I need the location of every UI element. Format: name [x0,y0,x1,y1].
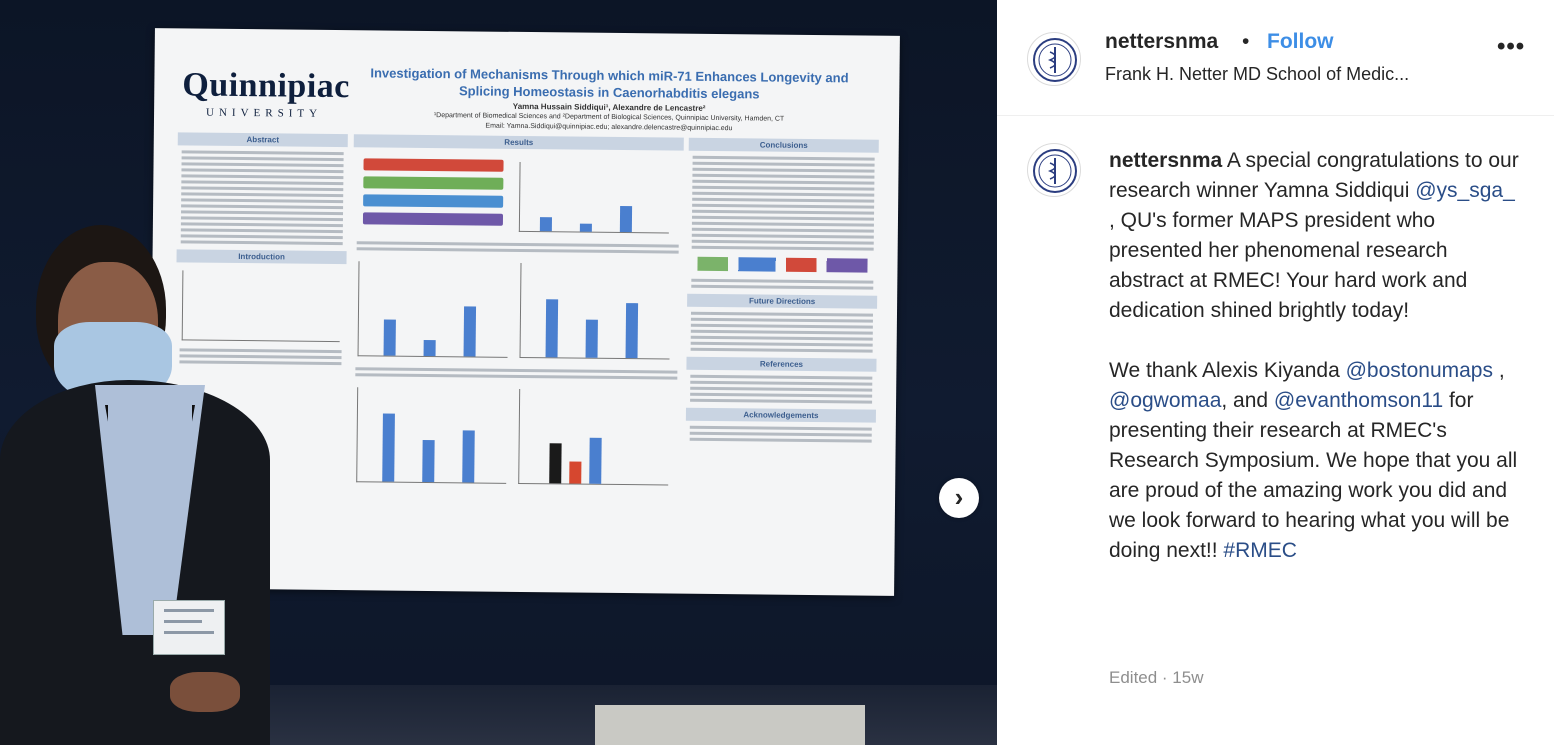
mention-link[interactable]: @bostonumaps [1345,359,1493,382]
results-chart-4 [356,387,508,484]
next-slide-button[interactable]: › [939,478,979,518]
follow-button[interactable]: Follow [1267,30,1334,53]
caption-username[interactable]: nettersnma [1109,149,1223,172]
section-acknowledgements: Acknowledgements [685,407,876,423]
avatar[interactable] [1027,32,1081,86]
mention-link[interactable]: @ys_sga_ [1415,179,1515,202]
separator-dot: • [1242,30,1250,53]
poster-column-1: Abstract Introduction [175,132,348,368]
poster-column-2: Results [350,134,684,493]
caption-text: , and [1221,389,1274,412]
post-header: nettersnma • Follow Frank H. Netter MD S… [997,0,1554,116]
poster-authors: Yamna Hussain Siddiqui¹, Alexandre de Le… [344,100,874,136]
mention-link[interactable]: @ogwomaa [1109,389,1222,412]
school-seal-icon [1033,149,1077,193]
caption-avatar[interactable] [1027,143,1081,197]
more-options-icon[interactable]: ••• [1497,33,1526,60]
section-future-directions: Future Directions [687,293,878,309]
caption-paragraph-1: nettersnma A special congratulations to … [1109,146,1519,326]
section-introduction: Introduction [176,249,347,265]
easel-stand [595,705,865,745]
chevron-right-icon: › [954,482,964,512]
caption-text: We thank Alexis Kiyanda [1109,359,1346,382]
results-chart-2 [357,261,509,358]
university-logo: Quinnipiac [182,66,351,106]
model-diagram [697,256,868,273]
hashtag-link[interactable]: #RMEC [1223,539,1297,562]
caption-text: , [1492,359,1505,382]
section-abstract: Abstract [177,132,348,148]
edited-timestamp: Edited · 15w [1109,668,1204,687]
poster-title: Investigation of Mechanisms Through whic… [370,65,849,102]
post-sidebar: nettersnma • Follow Frank H. Netter MD S… [997,0,1554,745]
account-full-name: Frank H. Netter MD School of Medic... [1105,64,1410,84]
section-results: Results [353,134,684,151]
school-seal-icon [1033,38,1077,82]
post-photo: Quinnipiac UNIVERSITY Investigation of M… [0,0,997,745]
results-chart-3 [519,262,671,360]
section-references: References [686,356,877,372]
person-hands [170,672,240,712]
survival-curve [181,270,341,343]
caption-text: for presenting their research at RMEC's … [1109,389,1518,562]
name-badge [153,600,225,655]
mention-link[interactable]: @evanthomson11 [1273,389,1444,412]
section-conclusions: Conclusions [688,137,879,153]
caption-text: A special congratulations to our researc… [1109,149,1519,202]
caption-text: , QU's former MAPS president who present… [1109,209,1468,322]
results-chart-5 [518,388,670,486]
post-caption: nettersnma A special congratulations to … [1109,146,1519,566]
results-chart-1 [518,161,670,234]
username-link[interactable]: nettersnma [1105,30,1219,53]
poster-column-3: Conclusions Future Directions References… [685,137,879,446]
university-logo-sub: UNIVERSITY [206,106,323,120]
caption-paragraph-2: We thank Alexis Kiyanda @bostonumaps , @… [1109,356,1519,566]
